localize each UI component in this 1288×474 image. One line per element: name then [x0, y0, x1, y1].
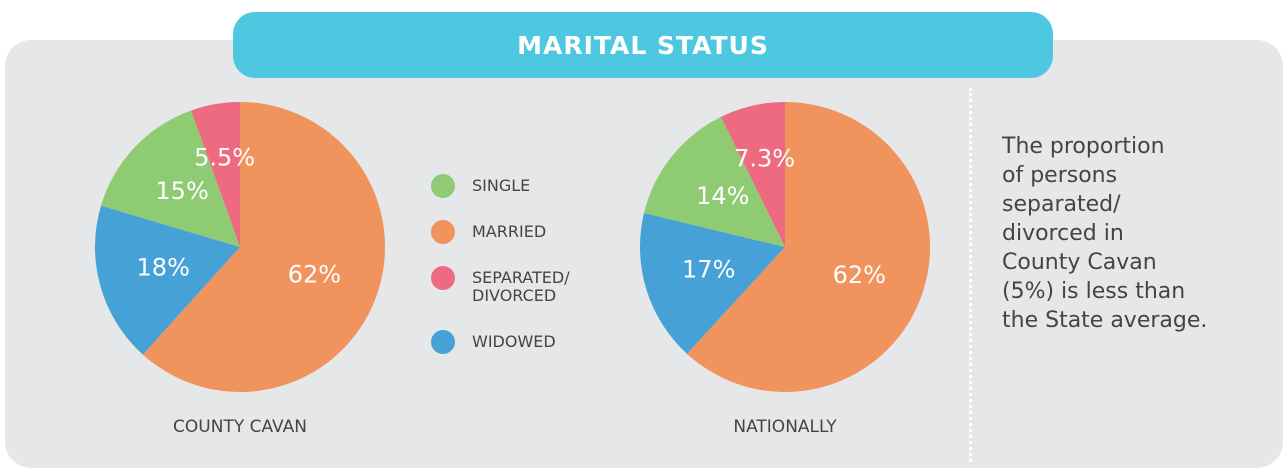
slice-label: 17%	[682, 255, 735, 283]
pie-slice	[720, 102, 785, 247]
pie-slice	[101, 110, 241, 248]
slice-label: 15%	[155, 177, 208, 205]
slice-label: 7.3%	[734, 144, 795, 172]
slice-label: 18%	[137, 254, 190, 282]
legend-swatch	[431, 330, 455, 354]
pie-caption: NATIONALLY	[733, 417, 837, 437]
note-line: (5%) is less than	[1002, 279, 1186, 304]
note-line: the State average.	[1002, 308, 1208, 333]
banner-title: MARITAL STATUS	[233, 12, 1053, 78]
legend-swatch	[431, 266, 455, 290]
legend-label: WIDOWED	[472, 332, 556, 351]
pie-slice	[142, 102, 385, 392]
note-line: of persons	[1002, 163, 1118, 188]
slice-label: 62%	[833, 261, 886, 289]
pie-slice	[191, 102, 240, 247]
slice-label: 14%	[696, 182, 749, 210]
legend-swatch	[431, 220, 455, 244]
legend-swatch	[431, 174, 455, 198]
pie-slice	[640, 213, 785, 354]
pie-caption: COUNTY CAVAN	[173, 417, 307, 437]
legend-label: SEPARATED/ DIVORCED	[472, 268, 570, 305]
pie-slice	[644, 116, 785, 247]
legend-label: MARRIED	[472, 222, 547, 241]
pie-slice	[686, 102, 930, 392]
note-line: divorced in	[1002, 221, 1124, 246]
note: The proportion of persons separated/divorc…	[1002, 132, 1207, 335]
slice-label: 5.5%	[194, 143, 255, 171]
note-line: County Cavan	[1002, 250, 1157, 275]
legend-label: SINGLE	[472, 176, 531, 195]
note-line: The proportion	[1002, 134, 1165, 159]
divider	[969, 88, 972, 462]
pie-slice	[95, 205, 241, 355]
note-line: separated/	[1002, 192, 1121, 217]
slice-label: 62%	[288, 261, 341, 289]
